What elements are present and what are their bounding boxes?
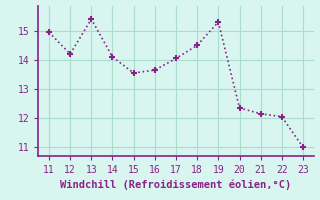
X-axis label: Windchill (Refroidissement éolien,°C): Windchill (Refroidissement éolien,°C) [60,179,292,190]
